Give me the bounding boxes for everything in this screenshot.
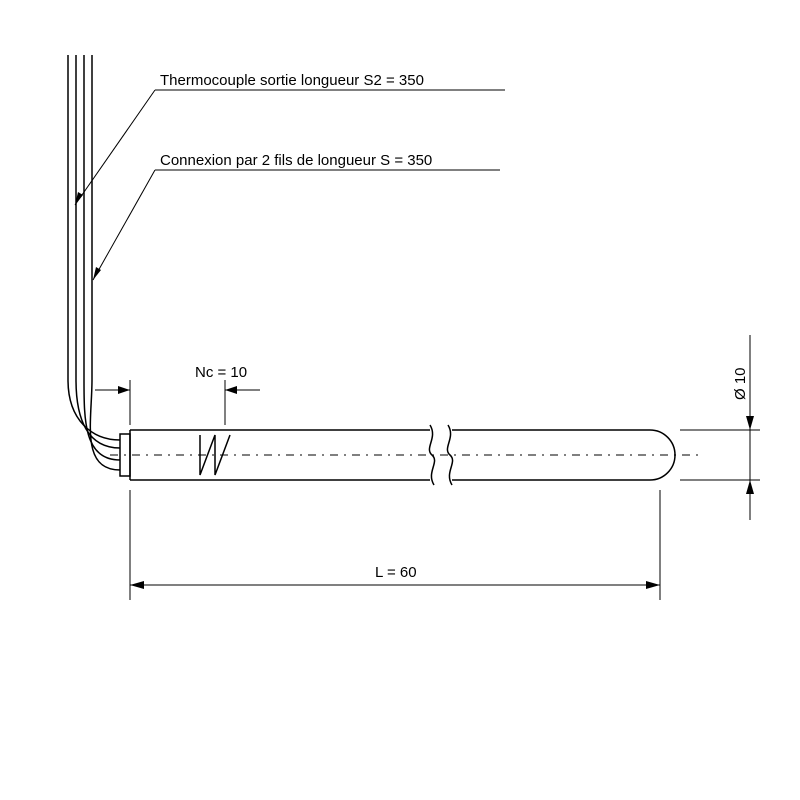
label-length: L = 60 — [375, 564, 417, 581]
label-connexion: Connexion par 2 fils de longueur S = 350 — [160, 152, 432, 169]
dim-length — [130, 490, 660, 600]
label-nc: Nc = 10 — [195, 364, 247, 381]
label-diameter: Ø 10 — [732, 367, 749, 400]
leader-connexion — [93, 170, 500, 280]
dim-nc — [95, 380, 260, 425]
break-mark-right — [447, 425, 452, 485]
label-thermocouple: Thermocouple sortie longueur S2 = 350 — [160, 72, 424, 89]
lead-wires — [68, 55, 120, 470]
leader-thermocouple — [75, 90, 505, 205]
dim-diameter — [680, 335, 760, 520]
